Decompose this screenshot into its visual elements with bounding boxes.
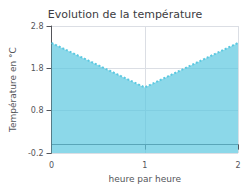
svg-text:2: 2 (235, 161, 240, 170)
svg-text:1.8: 1.8 (31, 64, 44, 73)
svg-text:Evolution de la température: Evolution de la température (48, 8, 203, 21)
svg-text:1: 1 (142, 161, 147, 170)
svg-text:-0.2: -0.2 (28, 149, 44, 158)
svg-text:heure par heure: heure par heure (108, 174, 181, 184)
svg-text:0.8: 0.8 (31, 106, 44, 115)
svg-text:Température en °C: Température en °C (8, 47, 18, 133)
svg-text:0: 0 (49, 161, 54, 170)
svg-text:2.8: 2.8 (31, 22, 44, 31)
